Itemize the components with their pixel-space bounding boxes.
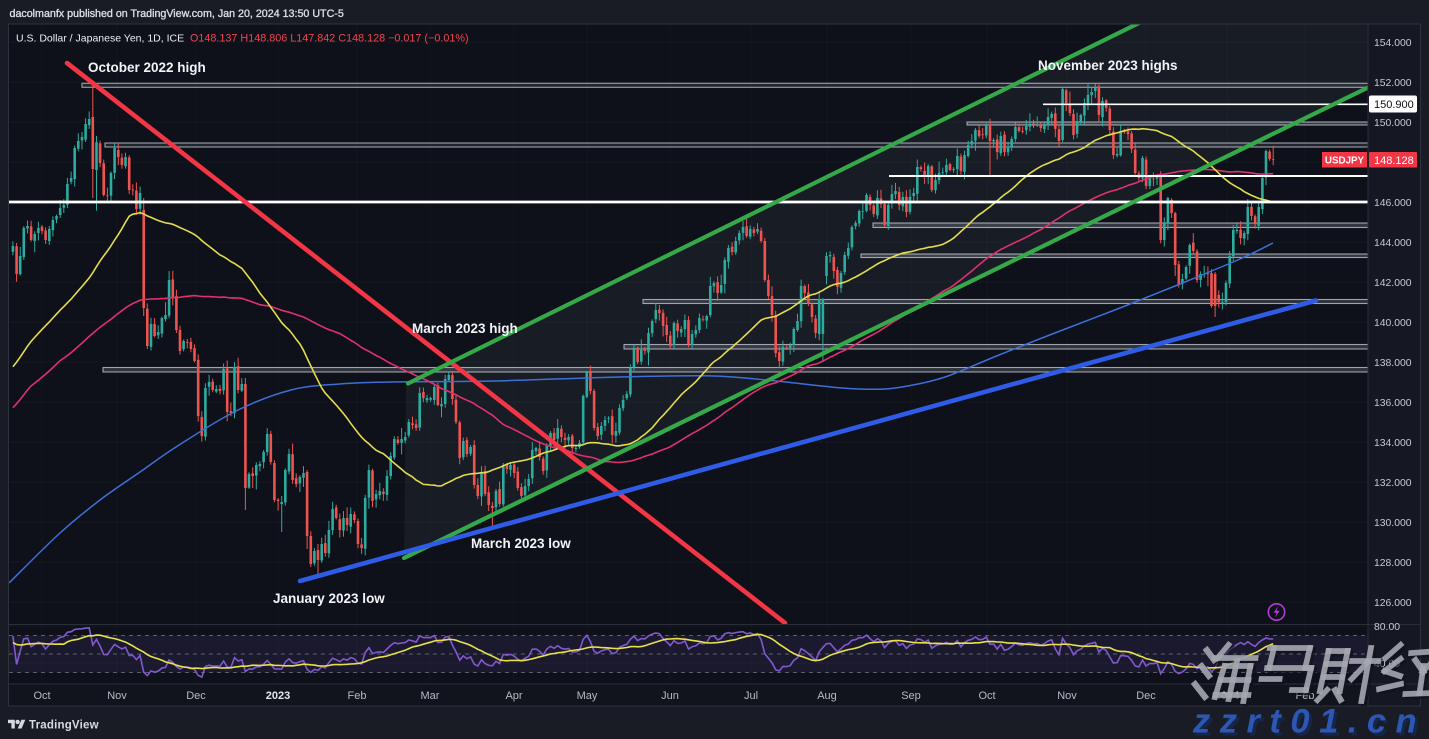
svg-text:zzrt01.cn: zzrt01.cn: [1195, 706, 1429, 739]
svg-text:2023: 2023: [266, 690, 290, 702]
svg-text:152.000: 152.000: [1374, 78, 1412, 89]
svg-text:USDJPY: USDJPY: [1325, 156, 1365, 167]
svg-text:March 2023 low: March 2023 low: [471, 536, 571, 551]
svg-text:40.00: 40.00: [1374, 659, 1400, 670]
svg-text:150.000: 150.000: [1374, 118, 1412, 129]
svg-text:150.900: 150.900: [1374, 99, 1414, 111]
svg-text:126.000: 126.000: [1374, 598, 1412, 609]
svg-text:October 2022 high: October 2022 high: [88, 60, 206, 75]
svg-text:U.S. Dollar / Japanese Yen, 1D: U.S. Dollar / Japanese Yen, 1D, ICE: [16, 33, 184, 45]
svg-text:80.00: 80.00: [1374, 622, 1400, 633]
svg-text:136.000: 136.000: [1374, 398, 1412, 409]
svg-text:Oct: Oct: [33, 690, 50, 702]
svg-text:128.000: 128.000: [1374, 558, 1412, 569]
svg-text:142.000: 142.000: [1374, 278, 1412, 289]
svg-text:Nov: Nov: [107, 690, 127, 702]
svg-text:Sep: Sep: [901, 690, 921, 702]
svg-text:Jul: Jul: [744, 690, 758, 702]
svg-text:O148.137 H148.806 L147.842: O148.137 H148.806 L147.842 C148.128 −0.0…: [190, 33, 469, 45]
svg-text:Dec: Dec: [1136, 690, 1156, 702]
svg-text:130.000: 130.000: [1374, 518, 1412, 529]
svg-text:zzrt01.cn: zzrt01.cn: [1192, 703, 1426, 739]
svg-text:Dec: Dec: [186, 690, 206, 702]
svg-text:138.000: 138.000: [1374, 358, 1412, 369]
svg-text:146.000: 146.000: [1374, 198, 1412, 209]
svg-text:134.000: 134.000: [1374, 438, 1412, 449]
svg-text:January 2023 low: January 2023 low: [273, 591, 385, 606]
svg-text:Mar: Mar: [421, 690, 440, 702]
svg-text:144.000: 144.000: [1374, 238, 1412, 249]
svg-text:Nov: Nov: [1057, 690, 1077, 702]
svg-text:Apr: Apr: [505, 690, 522, 702]
svg-text:dacolmanfx published on Tradin: dacolmanfx published on TradingView.com,…: [10, 8, 344, 20]
svg-text:148.128: 148.128: [1374, 155, 1414, 167]
svg-text:March 2023 high: March 2023 high: [412, 321, 518, 336]
svg-text:November 2023 highs: November 2023 highs: [1038, 58, 1178, 73]
svg-text:Jun: Jun: [661, 690, 679, 702]
svg-text:TradingView: TradingView: [29, 720, 99, 732]
svg-text:Feb: Feb: [348, 690, 367, 702]
svg-text:Aug: Aug: [817, 690, 837, 702]
svg-text:132.000: 132.000: [1374, 478, 1412, 489]
svg-text:May: May: [577, 690, 598, 702]
svg-text:Oct: Oct: [978, 690, 995, 702]
svg-text:140.000: 140.000: [1374, 318, 1412, 329]
svg-text:154.000: 154.000: [1374, 38, 1412, 49]
